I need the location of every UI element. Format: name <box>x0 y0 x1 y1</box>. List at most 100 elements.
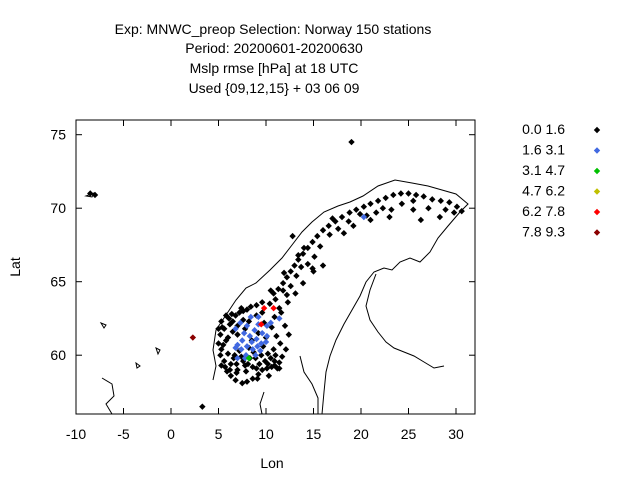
station-marker <box>271 313 278 321</box>
station-marker <box>238 346 245 353</box>
station-marker <box>279 279 287 287</box>
station-marker <box>245 354 253 362</box>
plot-frame <box>75 119 476 415</box>
station-marker <box>271 357 278 365</box>
station-marker <box>268 324 275 331</box>
station-marker <box>276 315 283 322</box>
legend-label: 3.1 4.7 <box>522 162 565 178</box>
station-marker <box>266 300 273 307</box>
station-marker <box>285 331 292 338</box>
station-marker <box>259 366 266 374</box>
station-marker <box>241 354 249 362</box>
legend: 0.0 1.6 1.6 3.1 3.1 4.7 4.7 6.2 6.2 7.8 7.8 9… <box>522 121 601 240</box>
station-marker <box>237 319 244 327</box>
station-marker <box>295 252 302 259</box>
x-tick-label: -5 <box>117 426 130 442</box>
station-marker <box>221 357 228 365</box>
station-marker <box>311 253 318 260</box>
legend-marker <box>593 126 601 134</box>
station-marker <box>284 299 292 306</box>
coastline-map <box>84 179 469 414</box>
station-marker <box>247 313 254 321</box>
station-marker <box>217 352 224 359</box>
station-marker <box>442 206 449 213</box>
station-marker <box>215 325 222 332</box>
station-marker <box>304 244 311 252</box>
station-marker <box>263 322 271 329</box>
station-marker <box>300 244 308 252</box>
station-marker <box>234 354 241 362</box>
station-marker <box>374 197 382 205</box>
legend-marker <box>593 147 601 154</box>
station-marker <box>446 199 453 206</box>
station-marker <box>264 350 272 357</box>
station-marker <box>280 269 288 277</box>
station-marker <box>353 206 360 213</box>
x-tick-label: 25 <box>401 426 417 442</box>
station-marker <box>272 296 279 303</box>
station-marker <box>218 362 225 369</box>
y-tick-label: 70 <box>50 200 66 216</box>
station-marker <box>218 318 225 325</box>
station-marker <box>360 213 368 221</box>
coastline-sweden-finland <box>321 211 461 414</box>
x-tick-label: 15 <box>306 426 322 442</box>
station-marker <box>287 268 294 275</box>
coastline-islands <box>84 192 161 369</box>
station-marker <box>287 282 294 290</box>
station-marker <box>390 191 397 199</box>
station-marker <box>417 216 425 224</box>
station-marker <box>249 375 256 382</box>
station-marker <box>346 209 353 216</box>
station-marker <box>260 304 268 312</box>
station-marker <box>234 331 241 338</box>
chart-title-line-3: Mslp rmse [hPa] at 18 UTC <box>190 60 359 76</box>
station-marker <box>258 352 265 359</box>
station-marker <box>254 375 261 382</box>
station-marker <box>232 312 239 319</box>
station-marker <box>267 354 274 362</box>
x-tick-label: 30 <box>448 426 464 442</box>
station-marker <box>291 262 298 269</box>
station-marker <box>251 327 258 334</box>
station-marker <box>437 197 444 205</box>
station-marker <box>263 365 271 372</box>
coastline-scotland <box>101 377 115 414</box>
legend-label: 6.2 7.8 <box>522 203 565 219</box>
station-marker <box>278 353 286 360</box>
station-marker <box>252 352 259 359</box>
station-marker <box>247 303 254 310</box>
station-marker <box>224 350 232 357</box>
station-marker <box>226 366 234 374</box>
station-marker <box>319 227 327 234</box>
station-marker <box>397 190 405 197</box>
station-marker <box>255 371 262 378</box>
legend-marker <box>593 229 601 236</box>
station-marker <box>429 196 436 203</box>
coastline-baltic <box>299 355 319 414</box>
station-marker <box>243 378 251 385</box>
station-marker <box>283 291 291 299</box>
station-marker <box>340 229 348 237</box>
station-marker <box>233 360 240 368</box>
station-marker <box>267 287 274 294</box>
station-marker <box>270 346 277 353</box>
station-marker <box>316 243 324 250</box>
x-tick-label: 20 <box>353 426 369 442</box>
station-marker <box>270 304 277 312</box>
station-marker <box>253 302 260 309</box>
station-marker <box>227 360 235 368</box>
station-marker <box>259 299 266 306</box>
station-marker <box>453 203 461 210</box>
station-marker <box>227 372 235 379</box>
station-marker <box>373 209 380 216</box>
station-marker <box>243 322 251 329</box>
station-marker <box>326 231 333 238</box>
station-marker <box>329 215 336 222</box>
station-marker <box>436 213 444 221</box>
legend-marker <box>593 188 601 195</box>
station-marker <box>220 341 227 349</box>
station-marker <box>275 285 282 293</box>
station-marker <box>338 213 346 221</box>
station-marker <box>276 359 283 366</box>
